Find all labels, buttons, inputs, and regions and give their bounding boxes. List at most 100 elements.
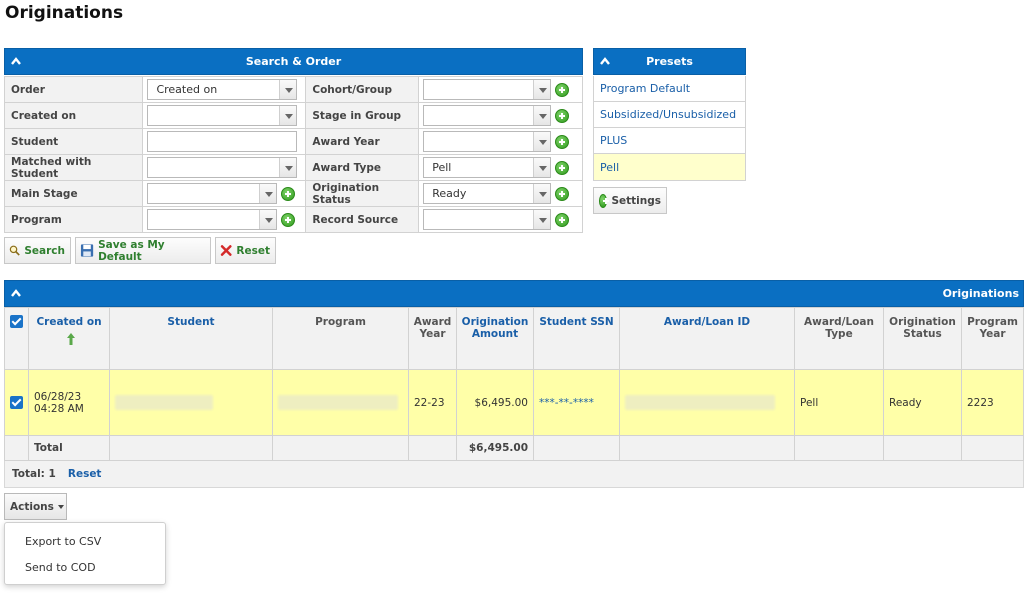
origination-status-select[interactable]: Ready (423, 183, 552, 204)
main-stage-label: Main Stage (3, 180, 144, 207)
search-button[interactable]: Search (4, 237, 71, 264)
award-year-label: Award Year (305, 128, 420, 155)
add-award-year-icon[interactable] (555, 134, 570, 149)
collapse-caret-icon[interactable] (11, 289, 21, 297)
award-type-label: Award Type (305, 154, 420, 181)
col-program: Program (272, 307, 409, 370)
origination-status-cell: Ready (883, 369, 962, 436)
reset-button[interactable]: Reset (215, 237, 276, 264)
originations-title: Originations (942, 287, 1019, 300)
menu-export-csv[interactable]: Export to CSV (25, 534, 102, 548)
preset-program-default[interactable]: Program Default (593, 76, 746, 102)
search-row-matched: Matched with Student Award Type Pell (3, 154, 583, 181)
originations-header[interactable]: Originations (4, 280, 1024, 307)
created-on-cell: 06/28/23 04:28 AM (28, 369, 110, 436)
col-award-loan-id[interactable]: Award/Loan ID (619, 307, 795, 370)
program-cell (272, 369, 409, 436)
add-stage-in-group-icon[interactable] (555, 108, 570, 123)
col-student[interactable]: Student (109, 307, 273, 370)
total-count: Total: 1 (12, 468, 56, 480)
add-cohort-group-icon[interactable] (555, 82, 570, 97)
plus-icon (599, 193, 610, 208)
award-loan-id-cell (619, 369, 795, 436)
floppy-disk-icon (80, 244, 94, 257)
created-on-select[interactable] (147, 105, 298, 126)
search-order-header[interactable]: Search & Order (4, 48, 583, 75)
redacted-award-loan-id (625, 395, 775, 410)
search-order-title: Search & Order (245, 55, 342, 68)
program-label: Program (3, 206, 144, 233)
matched-with-student-label: Matched with Student (3, 154, 144, 181)
col-created-on[interactable]: Created on (28, 307, 110, 370)
ssn-cell[interactable]: ***-**-**** (533, 369, 620, 436)
select-all-checkbox[interactable] (10, 315, 23, 328)
chevron-down-icon (279, 80, 297, 99)
award-year-cell: 22-23 (408, 369, 457, 436)
chevron-down-icon (533, 158, 551, 177)
preset-pell[interactable]: Pell (593, 154, 746, 181)
collapse-caret-icon[interactable] (600, 57, 610, 65)
col-award-year: Award Year (408, 307, 457, 370)
chevron-down-icon (533, 106, 551, 125)
row-checkbox[interactable] (10, 396, 23, 409)
col-award-loan-type: Award/Loan Type (794, 307, 884, 370)
originations-table: Created on Student Program Award Year Or… (4, 307, 1024, 461)
program-year-cell: 2223 (961, 369, 1024, 436)
total-label: Total (28, 435, 110, 461)
add-program-icon[interactable] (281, 212, 296, 227)
footer-reset-link[interactable]: Reset (67, 468, 102, 480)
student-cell[interactable] (109, 369, 273, 436)
chevron-down-icon (533, 80, 551, 99)
student-label: Student (3, 128, 144, 155)
save-as-default-button[interactable]: Save as My Default (75, 237, 211, 264)
add-main-stage-icon[interactable] (281, 186, 296, 201)
chevron-down-icon (533, 184, 551, 203)
order-select[interactable]: Created on (147, 79, 298, 100)
search-row-main-stage: Main Stage Origination Status Ready (3, 180, 583, 207)
student-input[interactable] (147, 131, 298, 152)
preset-subsidized-unsubsidized[interactable]: Subsidized/Unsubsidized (593, 102, 746, 128)
redacted-program (278, 395, 398, 410)
page-title: Originations (5, 3, 124, 23)
col-origination-amount[interactable]: Origination Amount (456, 307, 534, 370)
preset-plus[interactable]: PLUS (593, 128, 746, 154)
search-row-created-on: Created on Stage in Group (3, 102, 583, 129)
search-grid: Order Created on Cohort/Group Created on… (3, 76, 583, 233)
origination-status-value: Ready (432, 187, 467, 200)
select-all-cell (4, 307, 29, 370)
table-row[interactable]: 06/28/23 04:28 AM 22-23 $6,495.00 ***-**… (4, 369, 1024, 436)
sort-up-arrow-icon (67, 333, 75, 345)
add-origination-status-icon[interactable] (555, 186, 570, 201)
search-row-order: Order Created on Cohort/Group (3, 76, 583, 103)
created-on-label: Created on (3, 102, 144, 129)
col-program-year: Program Year (961, 307, 1024, 370)
award-type-select[interactable]: Pell (423, 157, 552, 178)
chevron-down-icon (259, 210, 277, 229)
preset-list: Program Default Subsidized/Unsubsidized … (593, 76, 746, 181)
presets-header[interactable]: Presets (593, 48, 746, 75)
add-record-source-icon[interactable] (555, 212, 570, 227)
collapse-caret-icon[interactable] (11, 57, 21, 65)
actions-button[interactable]: Actions (4, 493, 67, 520)
settings-button[interactable]: Settings (593, 187, 667, 214)
award-loan-type-cell: Pell (794, 369, 884, 436)
add-award-type-icon[interactable] (555, 160, 570, 175)
record-source-label: Record Source (305, 206, 420, 233)
amount-cell: $6,495.00 (456, 369, 534, 436)
origination-status-label: Origination Status (305, 180, 420, 207)
chevron-down-icon (259, 184, 277, 203)
main-stage-select[interactable] (147, 183, 278, 204)
matched-with-student-select[interactable] (147, 157, 298, 178)
award-year-select[interactable] (423, 131, 552, 152)
col-student-ssn[interactable]: Student SSN (533, 307, 620, 370)
record-source-select[interactable] (423, 209, 552, 230)
chevron-down-icon (533, 210, 551, 229)
presets-title: Presets (646, 55, 693, 68)
order-label: Order (3, 76, 144, 103)
award-type-value: Pell (432, 161, 452, 174)
stage-in-group-select[interactable] (423, 105, 552, 126)
program-select[interactable] (147, 209, 278, 230)
red-x-icon (220, 245, 232, 256)
cohort-group-select[interactable] (423, 79, 552, 100)
menu-send-to-cod[interactable]: Send to COD (25, 560, 96, 574)
